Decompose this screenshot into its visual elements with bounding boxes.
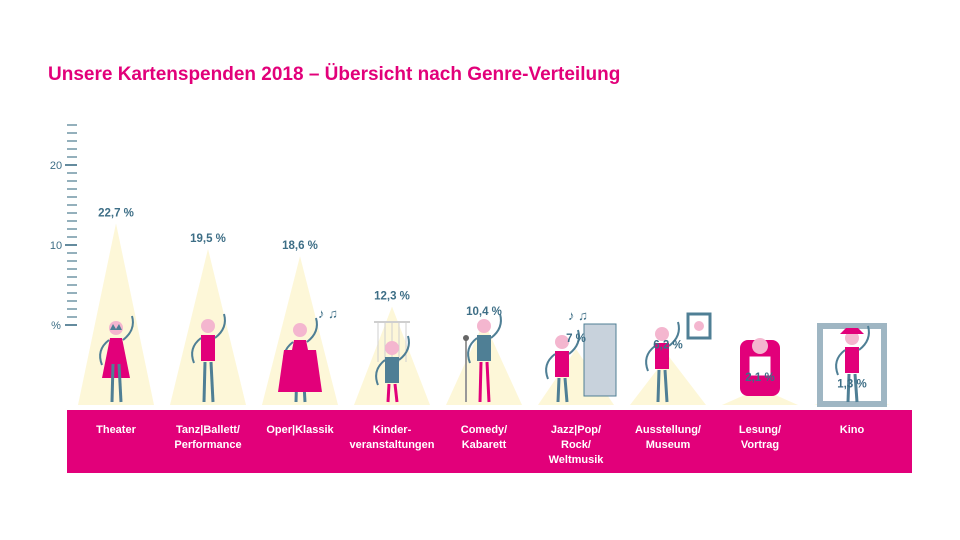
value-label: 2,1 % — [745, 372, 774, 384]
y-tick-label: 10 — [50, 240, 62, 252]
category-label: Kinder- — [373, 424, 412, 436]
value-label: 19,5 % — [190, 233, 226, 245]
category-label: Rock/ — [561, 439, 591, 451]
y-axis: % 10 20 — [50, 124, 77, 332]
museum-visitor-icon — [645, 312, 712, 403]
opera-singer-icon: ♪ ♫ — [278, 306, 338, 403]
spotlight-bar — [722, 388, 798, 405]
piano-player-icon: ♪ ♫ — [545, 308, 617, 403]
dancer-icon — [191, 313, 226, 403]
value-label: 12,3 % — [374, 291, 410, 303]
svg-text:♪ ♫: ♪ ♫ — [568, 308, 588, 323]
category-label: Weltmusik — [549, 454, 605, 466]
category-label: Jazz|Pop/ — [551, 424, 601, 436]
spotlight-bar — [630, 355, 706, 405]
y-tick-label: 20 — [50, 160, 62, 172]
figure-layer: ♪ ♫ ♪ ♫ — [99, 306, 887, 407]
value-label: 10,4 % — [466, 306, 502, 318]
category-label: Tanz|Ballett/ — [176, 424, 240, 436]
spotlight-bar — [78, 223, 154, 405]
category-label: veranstaltungen — [350, 439, 435, 451]
value-label: 1,3 % — [837, 379, 866, 391]
category-label: Museum — [646, 439, 691, 451]
marionette-icon — [374, 321, 410, 403]
category-label: Ausstellung/ — [635, 424, 701, 436]
value-label: 7 % — [566, 333, 586, 345]
value-label-layer: 22,7 % 19,5 % 18,6 % 12,3 % 10,4 % 7 % 6,2 % 2,… — [98, 207, 867, 390]
category-label: Performance — [174, 439, 241, 451]
value-label: 6,2 % — [653, 339, 682, 351]
value-label: 22,7 % — [98, 207, 134, 219]
category-label: Oper|Klassik — [266, 424, 334, 436]
category-band — [67, 410, 912, 473]
category-label: Lesung/ — [739, 424, 781, 436]
y-unit-label: % — [51, 320, 61, 332]
category-label: Kabarett — [462, 439, 507, 451]
category-label: Kino — [840, 424, 865, 436]
comedian-microphone-icon — [463, 313, 502, 403]
category-label-layer: Theater Tanz|Ballett/Performance Oper|Klas… — [96, 424, 864, 466]
chart-title: Unsere Kartenspenden 2018 – Übersicht na… — [48, 64, 621, 85]
theater-performer-icon — [99, 315, 134, 403]
svg-text:♪ ♫: ♪ ♫ — [318, 306, 338, 321]
spotlight-bar — [446, 321, 522, 405]
reader-armchair-icon — [740, 338, 780, 396]
category-label: Theater — [96, 424, 136, 436]
category-label: Vortrag — [741, 439, 779, 451]
cowboy-filmstrip-icon — [817, 323, 887, 407]
category-label: Comedy/ — [461, 424, 507, 436]
value-label: 18,6 % — [282, 240, 318, 252]
